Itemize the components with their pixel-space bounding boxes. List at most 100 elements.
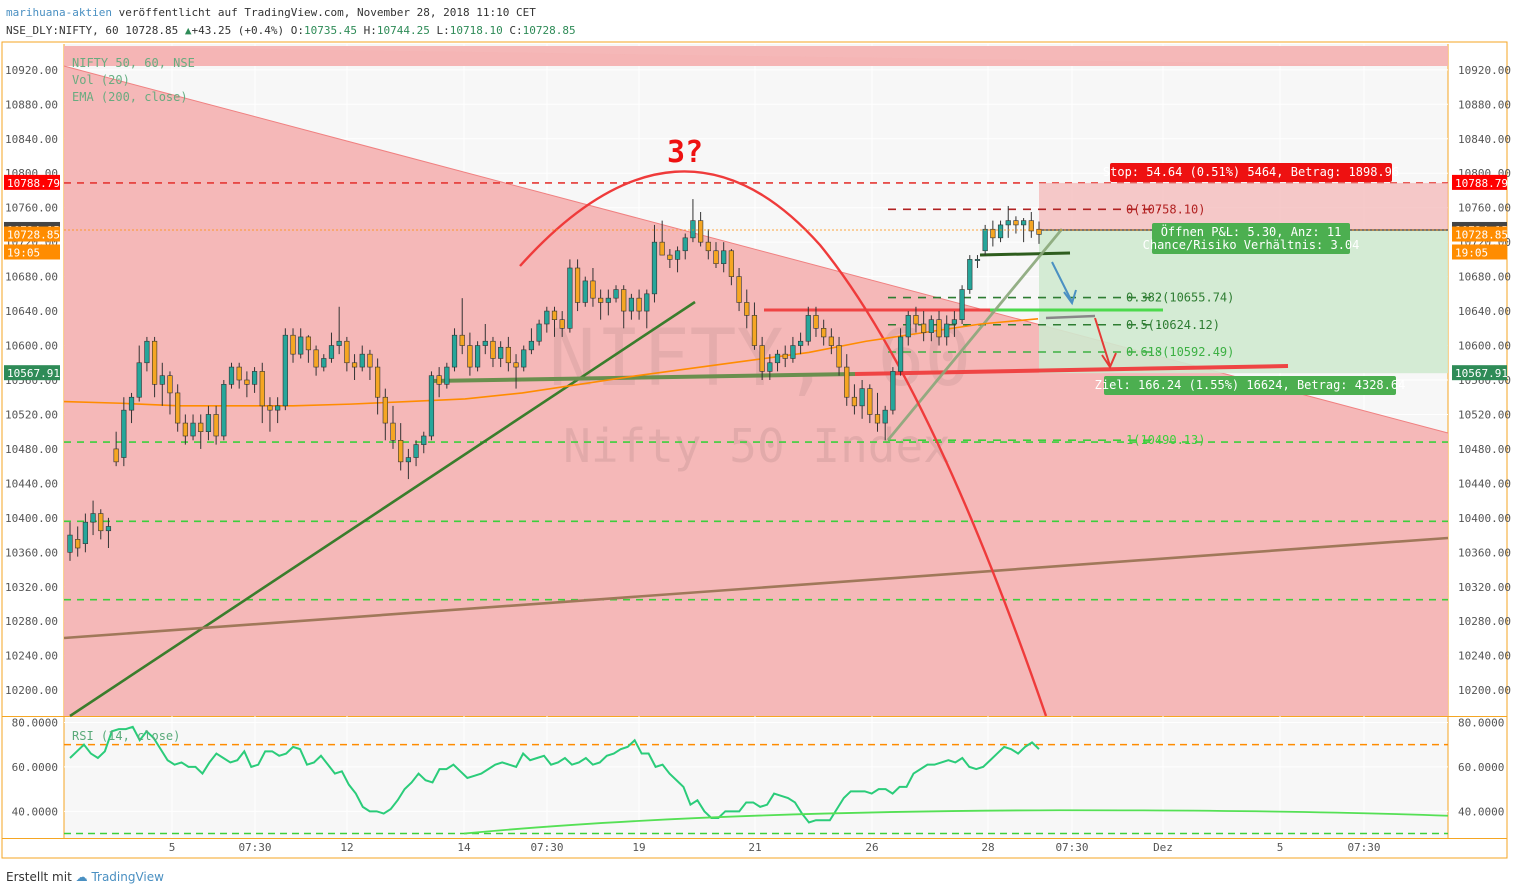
fib-level-label: 0(10758.10) — [1126, 202, 1205, 216]
candle-body — [559, 319, 565, 329]
candle-body — [867, 388, 873, 415]
rsi-tick-right: 60.0000 — [1458, 761, 1504, 774]
candle-body — [298, 336, 304, 355]
candle-body — [713, 250, 719, 264]
price-tick-right: 10680.00 — [1458, 271, 1511, 284]
price-tag-bg — [1452, 226, 1507, 242]
candle-body — [582, 280, 588, 303]
candle-body — [882, 409, 888, 424]
candle-body — [351, 362, 358, 368]
price-tag: 19:05 — [4, 244, 60, 260]
ohlc-header: NSE_DLY:NIFTY, 60 10728.85 ▲+43.25 (+0.4… — [6, 24, 576, 37]
stop-label-bg — [1110, 163, 1392, 182]
candle-body — [759, 345, 765, 372]
high-label: H: — [363, 24, 377, 37]
open-label: O: — [290, 24, 305, 37]
low-value: 10718.10 — [449, 24, 503, 37]
price-tag-text: 10728.85 — [1455, 229, 1508, 242]
candle-body — [997, 224, 1004, 239]
price-tick-left: 10600.00 — [5, 340, 58, 353]
candle-body — [451, 334, 458, 368]
candle-body — [75, 539, 81, 549]
candle-body — [967, 259, 973, 290]
price-tick-left: 10640.00 — [5, 305, 58, 318]
candle-body — [913, 315, 919, 325]
candle-body — [113, 448, 119, 463]
candle-body — [551, 310, 558, 320]
candle-body — [721, 250, 727, 264]
candle-body — [282, 334, 288, 407]
candle-body — [421, 435, 427, 445]
candle-body — [782, 353, 788, 359]
rsi-trend-curve — [463, 809, 1449, 835]
time-tick-label: 5 — [1277, 841, 1284, 854]
candle-body — [797, 340, 804, 346]
candle-body — [482, 340, 488, 346]
fib-level-label: 1(10490.13) — [1126, 433, 1205, 447]
candle-body — [344, 340, 350, 364]
price-tick-right: 10880.00 — [1458, 98, 1511, 111]
short-support-line — [979, 251, 1071, 257]
candle-body — [613, 289, 619, 299]
symbol-label: NSE_DLY:NIFTY, 60 — [6, 24, 119, 37]
candle-body — [897, 336, 904, 372]
candle-body — [890, 371, 896, 411]
time-tick-label: 19 — [632, 841, 645, 854]
candle-body — [275, 405, 281, 411]
price-tick-right: 10320.00 — [1458, 581, 1511, 594]
candle-body — [528, 340, 535, 351]
candle-body — [674, 250, 681, 260]
price-tag-bg — [4, 174, 60, 190]
pnl-label-text: Chance/Risiko Verhältnis: 3.04 — [1143, 238, 1360, 252]
candle-body — [290, 334, 296, 355]
price-tag: 10728.85 — [1452, 226, 1508, 242]
author-link[interactable]: marihuana-aktien — [6, 6, 112, 19]
close-label: C: — [509, 24, 523, 37]
tradingview-brand[interactable]: TradingView — [91, 870, 164, 884]
fib-level-label: 0.5(10624.12) — [1126, 318, 1220, 332]
blue-arrowhead-icon — [1063, 289, 1077, 306]
candle-body — [305, 336, 312, 351]
candle-body — [198, 422, 204, 432]
legend-entry: EMA (200, close) — [72, 90, 188, 104]
candle-body — [1036, 228, 1042, 235]
rsi-tick-right: 80.0000 — [1458, 716, 1504, 729]
high-value: 10744.25 — [376, 24, 430, 37]
pnl-label-bg — [1152, 223, 1350, 254]
candle-body — [705, 241, 711, 252]
price-tick-left: 10760.00 — [5, 202, 58, 215]
candle-body — [190, 422, 196, 437]
price-tag-bg — [1452, 365, 1507, 381]
candle-body — [90, 513, 96, 523]
candle-body — [244, 379, 250, 385]
candle-body — [859, 388, 865, 407]
candle-body — [228, 366, 235, 385]
time-tick-label: 07:30 — [530, 841, 563, 854]
candle-body — [167, 375, 173, 394]
candle-body — [67, 534, 73, 553]
price-tick-left: 10920.00 — [5, 64, 58, 77]
projection-line — [1045, 314, 1096, 320]
candle-body — [151, 340, 158, 385]
price-tag-bg — [4, 365, 60, 381]
candle-body — [1028, 220, 1034, 232]
neckline-left — [429, 372, 856, 383]
candle-body — [236, 366, 242, 381]
candle-body — [767, 362, 773, 372]
price-tag-bg — [1452, 174, 1507, 190]
candle-body — [82, 521, 88, 544]
candle-body — [682, 237, 688, 252]
price-tick-left: 10840.00 — [5, 133, 58, 146]
candle-body — [790, 345, 796, 359]
candle-body — [644, 293, 650, 312]
candle-body — [990, 228, 996, 239]
up-arrow-icon: ▲ — [184, 24, 192, 37]
candle-body — [836, 345, 842, 368]
candle-body — [844, 366, 850, 398]
candle-body — [728, 250, 734, 277]
candle-body — [459, 334, 465, 346]
candle-body — [821, 328, 827, 338]
arc-curve — [519, 170, 1048, 717]
